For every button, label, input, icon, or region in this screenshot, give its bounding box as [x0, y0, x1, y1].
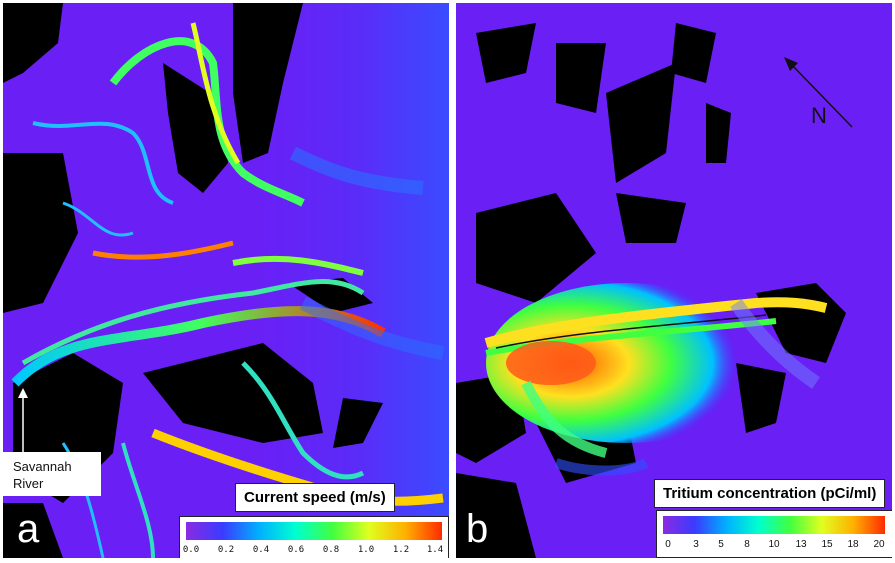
tick-label: 15 [821, 539, 833, 550]
savannah-river-label: Savannah River [3, 452, 101, 496]
tick-label: 1.2 [392, 545, 410, 555]
tick-label: 0.0 [182, 545, 200, 555]
current-speed-map-image [3, 3, 449, 558]
panel-a-current-speed-map: Current speed (m/s) 0.0 0.2 0.4 0.6 0.8 … [3, 3, 449, 558]
colorbar-tritium: 0 3 5 8 10 13 15 18 20 [656, 510, 892, 558]
north-label: N [811, 103, 827, 128]
north-arrow-icon [784, 57, 853, 128]
tick-label: 0 [665, 539, 671, 550]
tick-label: 18 [847, 539, 859, 550]
panel-b-tritium-map: N Tritium concentration (pCi/ml) 0 3 5 8… [456, 3, 892, 558]
tick-label: 1.4 [426, 545, 444, 555]
tick-label: 3 [693, 539, 699, 550]
tick-label: 20 [873, 539, 885, 550]
colorbar-title-current-speed: Current speed (m/s) [235, 483, 395, 512]
tick-label: 5 [718, 539, 724, 550]
colorbar-title-tritium: Tritium concentration (pCi/ml) [654, 479, 886, 508]
tick-label: 8 [744, 539, 750, 550]
colorbar-gradient [663, 516, 885, 534]
tick-label: 10 [768, 539, 780, 550]
colorbar-current-speed: 0.0 0.2 0.4 0.6 0.8 1.0 1.2 1.4 [179, 516, 449, 558]
tick-label: 0.2 [217, 545, 235, 555]
tick-label: 0.8 [322, 545, 340, 555]
panel-letter-a: a [17, 507, 40, 551]
panel-letter-b: b [466, 507, 489, 551]
colorbar-gradient [186, 522, 442, 540]
tick-label: 0.6 [287, 545, 305, 555]
tick-label: 1.0 [357, 545, 375, 555]
tritium-concentration-map-image [456, 3, 892, 558]
tick-label: 13 [795, 539, 807, 550]
tick-label: 0.4 [252, 545, 270, 555]
arrow-up-icon [18, 388, 28, 452]
